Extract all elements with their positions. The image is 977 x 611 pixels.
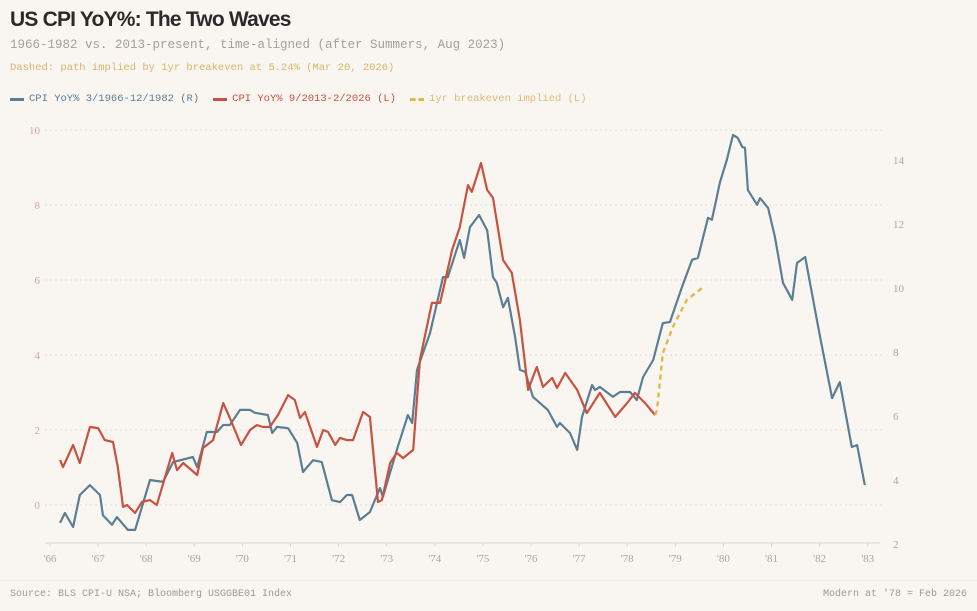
legend-label: CPI YoY% 3/1966-12/1982 (R)	[29, 93, 200, 105]
left-tick-label: 2	[35, 425, 41, 437]
right-tick-label: 8	[893, 347, 899, 359]
legend-item-2013-2026: CPI YoY% 9/2013-2/2026 (L)	[213, 93, 396, 105]
footer-divider	[0, 580, 977, 581]
right-tick-label: 12	[893, 219, 904, 231]
x-tick-label: '73	[380, 553, 393, 565]
x-tick-label: '83	[861, 553, 874, 565]
x-tick-label: '71	[284, 553, 297, 565]
x-tick-label: '76	[525, 553, 538, 565]
left-tick-label: 8	[35, 200, 41, 212]
x-tick-label: '81	[765, 553, 778, 565]
x-tick-label: '67	[92, 553, 105, 565]
legend-item-1966-1982: CPI YoY% 3/1966-12/1982 (R)	[10, 93, 199, 105]
series-2013-2026-line	[59, 161, 656, 515]
x-tick-label: '74	[428, 553, 441, 565]
x-tick-label: '79	[669, 553, 682, 565]
alignment-note: Modern at '78 = Feb 2026	[822, 589, 967, 600]
right-tick-label: 14	[893, 155, 905, 167]
legend-swatch-red	[213, 97, 228, 101]
legend-swatch-blue	[10, 97, 24, 101]
right-tick-label: 6	[893, 411, 899, 423]
x-tick-label: '69	[188, 553, 201, 565]
right-tick-label: 10	[893, 283, 905, 295]
legend: CPI YoY% 3/1966-12/1982 (R) CPI YoY% 9/2…	[10, 93, 587, 105]
x-tick-label: '78	[621, 553, 634, 565]
left-tick-label: 0	[35, 500, 41, 512]
left-tick-label: 10	[29, 125, 41, 137]
series-1966-1982-line	[59, 133, 866, 532]
x-tick-label: '68	[140, 553, 153, 565]
x-tick-label: '77	[573, 553, 586, 565]
dashed-note: Dashed: path implied by 1yr breakeven at…	[10, 62, 395, 74]
x-tick-label: '82	[813, 553, 826, 565]
legend-label: CPI YoY% 9/2013-2/2026 (L)	[232, 93, 396, 105]
x-tick-label: '66	[44, 553, 57, 565]
x-tick-label: '75	[476, 553, 489, 565]
source-text: Source: BLS CPI-U NSA; Bloomberg USGGBE0…	[10, 589, 293, 600]
chart-subtitle: 1966-1982 vs. 2013-present, time-aligned…	[10, 38, 506, 52]
x-tick-label: '72	[332, 553, 345, 565]
left-tick-label: 4	[35, 350, 41, 362]
x-tick-label: '70	[236, 553, 249, 565]
left-tick-label: 6	[35, 275, 41, 287]
x-tick-label: '80	[717, 553, 730, 565]
breakeven-implied-line	[653, 286, 703, 416]
legend-label: 1yr breakeven implied (L)	[428, 93, 587, 105]
legend-swatch-dashed	[409, 97, 424, 101]
right-tick-label: 4	[893, 475, 899, 487]
right-tick-label: 2	[893, 539, 899, 551]
chart-title: US CPI YoY%: The Two Waves	[10, 8, 291, 31]
legend-item-breakeven: 1yr breakeven implied (L)	[409, 93, 587, 105]
